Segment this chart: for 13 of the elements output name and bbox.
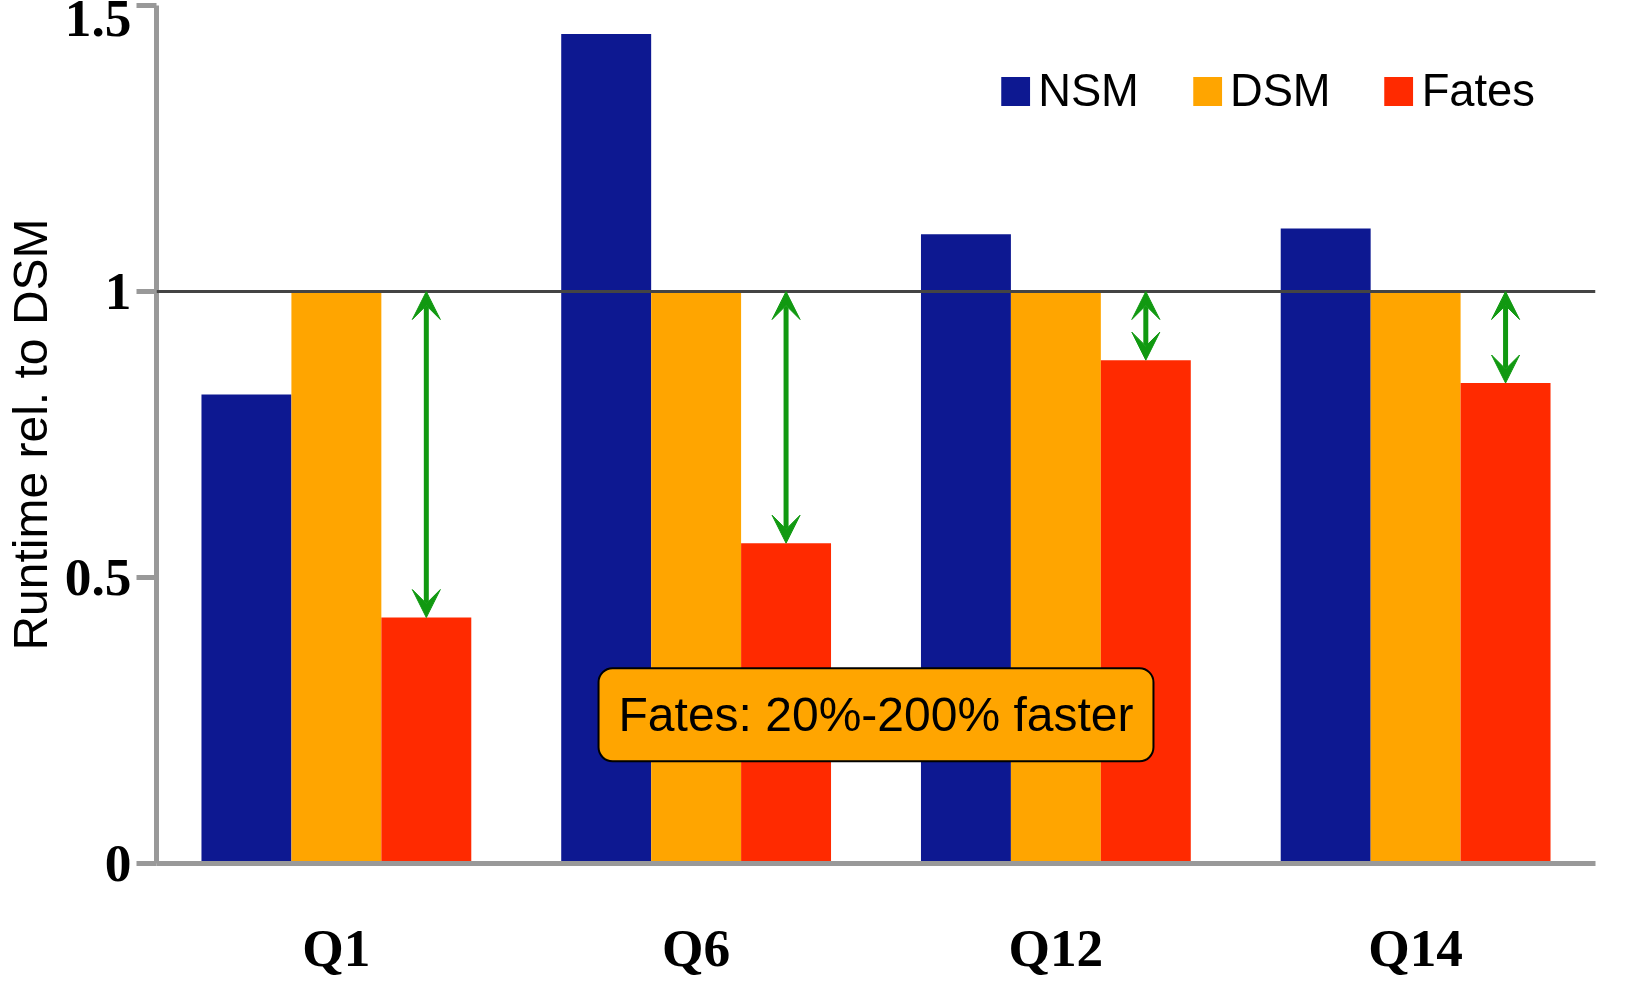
y-tick-label: 0: [104, 833, 132, 893]
annotation: Fates: 20%-200% faster: [618, 688, 1134, 742]
y-tick-label: 0.5: [64, 547, 132, 607]
x-tick-label: Q6: [662, 917, 731, 978]
y-tick-label: 1.5: [64, 0, 132, 48]
legend-label: DSM: [1229, 65, 1331, 117]
y-axis-title: Runtime rel. to DSM: [3, 218, 57, 651]
x-tick-label: Q12: [1008, 917, 1104, 978]
x-tick-label: Q1: [302, 917, 371, 978]
y-tick-label: 1: [104, 261, 132, 321]
x-tick-label: Q14: [1368, 917, 1464, 978]
legend-label: Fates: [1421, 65, 1535, 117]
legend-label: NSM: [1038, 65, 1139, 117]
